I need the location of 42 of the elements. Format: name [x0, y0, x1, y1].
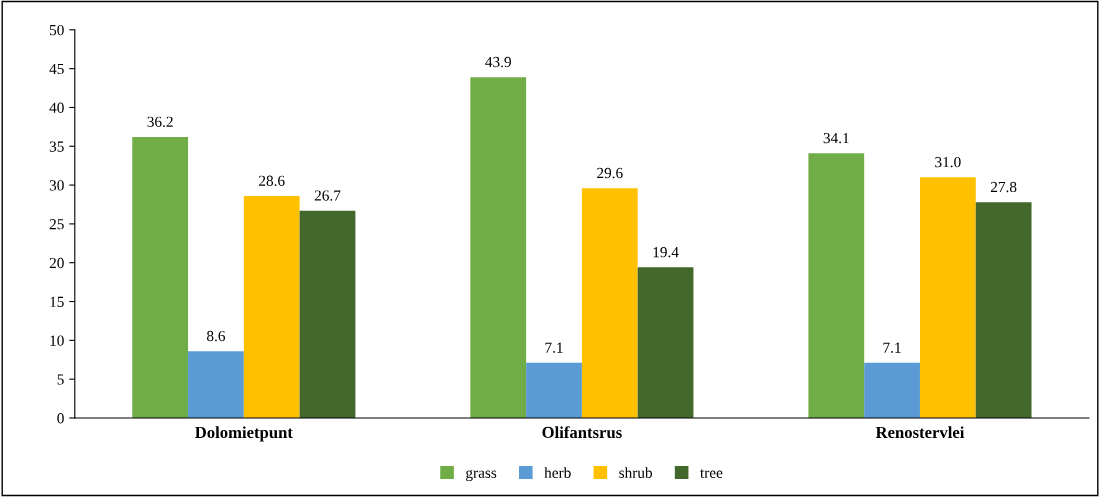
x-tick-label: Dolomietpunt — [195, 426, 293, 442]
y-tick-label: 20 — [49, 257, 64, 269]
bar — [132, 136, 189, 418]
legend-label: herb — [544, 467, 571, 478]
bar — [526, 362, 582, 418]
bar — [243, 195, 300, 418]
data-label: 27.8 — [990, 181, 1017, 193]
data-label: 36.2 — [147, 116, 173, 127]
legend-label: shrub — [619, 467, 653, 478]
x-tick-label: Renostervlei — [875, 426, 965, 439]
y-tick-label: 35 — [49, 141, 64, 152]
data-label: 8.6 — [206, 330, 226, 342]
data-label: 29.6 — [597, 167, 623, 179]
x-tick-label: Olifantsrus — [542, 426, 622, 439]
y-tick-label: 25 — [49, 219, 64, 230]
y-tick-label: 30 — [49, 180, 64, 191]
data-label: 19.4 — [653, 247, 679, 258]
legend-label: tree — [700, 469, 723, 478]
y-tick-label: 0 — [57, 413, 64, 424]
bar — [808, 153, 865, 418]
y-tick-label: 10 — [50, 335, 64, 346]
bar — [581, 188, 638, 418]
y-tick-label: 40 — [49, 102, 64, 113]
bar — [299, 210, 356, 418]
bar — [188, 351, 244, 418]
data-label: 34.1 — [823, 132, 849, 144]
bar — [470, 77, 527, 418]
y-tick-label: 15 — [50, 296, 64, 307]
bar — [637, 267, 694, 418]
y-tick-label: 45 — [49, 63, 64, 75]
bar — [975, 202, 1032, 418]
data-label: 7.1 — [545, 342, 563, 353]
bar — [864, 362, 920, 418]
y-tick-label: 50 — [49, 24, 64, 36]
y-tick-label: 5 — [57, 374, 64, 385]
data-label: 7.1 — [883, 342, 901, 353]
data-label: 43.9 — [485, 56, 511, 68]
data-label: 28.6 — [259, 175, 285, 186]
legend-label: grass — [466, 469, 497, 482]
bar — [919, 177, 976, 418]
data-label: 26.7 — [314, 190, 341, 201]
data-label: 31.0 — [935, 156, 961, 168]
